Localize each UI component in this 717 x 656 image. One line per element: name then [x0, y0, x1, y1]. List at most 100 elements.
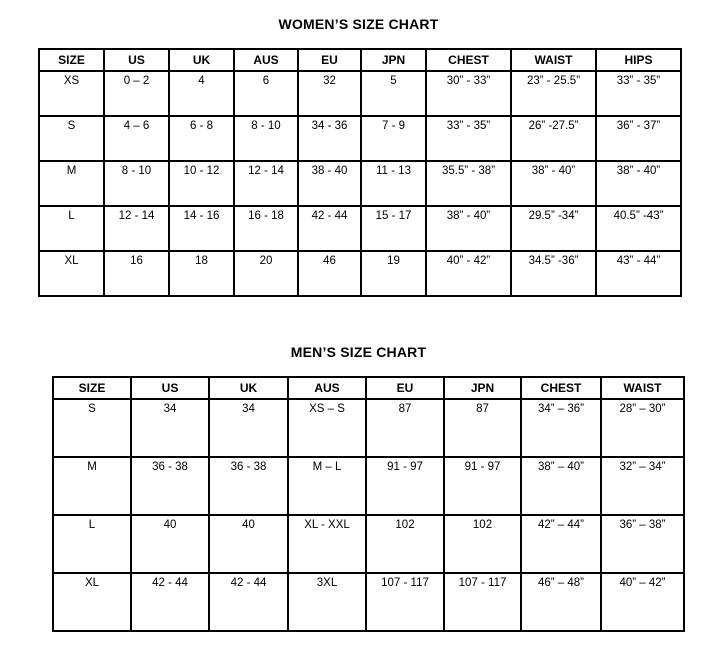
table-row: XL 16 18 20 46 19 40” - 42” 34.5” -36” 43” - 44”	[38, 250, 682, 297]
column-header: CHEST	[425, 48, 512, 72]
table-cell: 12 - 14	[103, 205, 170, 252]
table-cell: 16 - 18	[233, 205, 299, 252]
size-label-cell: M	[38, 160, 105, 207]
table-cell: XL - XXL	[287, 514, 367, 574]
size-label-cell: L	[52, 514, 132, 574]
table-cell: 32	[297, 70, 362, 117]
table-cell: 36 - 38	[130, 456, 210, 516]
column-header: SIZE	[52, 376, 132, 400]
column-header: HIPS	[595, 48, 682, 72]
table-cell: 33” - 35”	[595, 70, 682, 117]
table-cell: 26” -27.5”	[510, 115, 597, 162]
table-cell: 15 - 17	[360, 205, 427, 252]
table-cell: 34.5” -36”	[510, 250, 597, 297]
table-cell: 5	[360, 70, 427, 117]
table-cell: 16	[103, 250, 170, 297]
table-row: XS 0 – 2 4 6 32 5 30” - 33” 23” - 25.5” 33” - 35…	[38, 70, 682, 117]
table-cell: 8 - 10	[103, 160, 170, 207]
table-cell: 38” - 40”	[425, 205, 512, 252]
table-cell: 28” – 30”	[600, 398, 685, 458]
column-header: WAIST	[600, 376, 685, 400]
table-cell: 42 - 44	[208, 572, 289, 632]
table-cell: 40” – 42”	[600, 572, 685, 632]
mens-chart-title: MEN’S SIZE CHART	[290, 344, 427, 360]
table-cell: 3XL	[287, 572, 367, 632]
table-cell: 35.5” - 38”	[425, 160, 512, 207]
table-cell: 12 - 14	[233, 160, 299, 207]
table-cell: 87	[443, 398, 522, 458]
column-header: US	[130, 376, 210, 400]
table-cell: 8 - 10	[233, 115, 299, 162]
table-cell: 19	[360, 250, 427, 297]
table-row: XL 42 - 44 42 - 44 3XL 107 - 117 107 - 117 46”…	[52, 572, 685, 632]
table-cell: 34	[130, 398, 210, 458]
table-cell: 34	[208, 398, 289, 458]
table-cell: 40.5” -43”	[595, 205, 682, 252]
table-cell: 4 – 6	[103, 115, 170, 162]
table-cell: 29.5” -34”	[510, 205, 597, 252]
table-cell: 91 - 97	[443, 456, 522, 516]
table-cell: 38” – 40”	[520, 456, 602, 516]
header-row: SIZE US UK AUS EU JPN CHEST WAIST	[52, 376, 685, 400]
table-cell: 87	[365, 398, 445, 458]
column-header: JPN	[360, 48, 427, 72]
table-cell: 30” - 33”	[425, 70, 512, 117]
table-cell: 38” - 40”	[510, 160, 597, 207]
table-cell: 36 - 38	[208, 456, 289, 516]
table-cell: 0 – 2	[103, 70, 170, 117]
table-cell: 38 - 40	[297, 160, 362, 207]
table-cell: 40	[208, 514, 289, 574]
column-header: UK	[208, 376, 289, 400]
table-cell: 34” – 36”	[520, 398, 602, 458]
table-cell: 46	[297, 250, 362, 297]
table-cell: 6	[233, 70, 299, 117]
column-header: US	[103, 48, 170, 72]
table-cell: 42” – 44”	[520, 514, 602, 574]
table-cell: 33” - 35”	[425, 115, 512, 162]
table-cell: 102	[365, 514, 445, 574]
table-cell: 43” - 44”	[595, 250, 682, 297]
size-label-cell: XL	[38, 250, 105, 297]
table-cell: 32” – 34”	[600, 456, 685, 516]
table-cell: 11 - 13	[360, 160, 427, 207]
column-header: CHEST	[520, 376, 602, 400]
mens-size-table: SIZE US UK AUS EU JPN CHEST WAIST S 34 34 XS – S 87 8…	[52, 376, 685, 632]
table-row: L 12 - 14 14 - 16 16 - 18 42 - 44 15 - 17 38” …	[38, 205, 682, 252]
column-header: SIZE	[38, 48, 105, 72]
table-cell: 10 - 12	[168, 160, 235, 207]
table-cell: 91 - 97	[365, 456, 445, 516]
table-cell: 46” – 48”	[520, 572, 602, 632]
column-header: EU	[297, 48, 362, 72]
size-label-cell: M	[52, 456, 132, 516]
size-label-cell: S	[38, 115, 105, 162]
table-cell: 107 - 117	[443, 572, 522, 632]
table-cell: 40	[130, 514, 210, 574]
column-header: WAIST	[510, 48, 597, 72]
size-label-cell: XS	[38, 70, 105, 117]
header-row: SIZE US UK AUS EU JPN CHEST WAIST HIPS	[38, 48, 682, 72]
table-cell: 23” - 25.5”	[510, 70, 597, 117]
table-cell: M – L	[287, 456, 367, 516]
column-header: UK	[168, 48, 235, 72]
table-cell: 42 - 44	[297, 205, 362, 252]
table-cell: 6 - 8	[168, 115, 235, 162]
size-label-cell: L	[38, 205, 105, 252]
table-cell: 18	[168, 250, 235, 297]
table-cell: 36” - 37”	[595, 115, 682, 162]
table-cell: 42 - 44	[130, 572, 210, 632]
column-header: JPN	[443, 376, 522, 400]
column-header: AUS	[233, 48, 299, 72]
womens-chart-title: WOMEN’S SIZE CHART	[278, 16, 439, 32]
column-header: AUS	[287, 376, 367, 400]
table-cell: 20	[233, 250, 299, 297]
column-header: EU	[365, 376, 445, 400]
table-row: M 36 - 38 36 - 38 M – L 91 - 97 91 - 97 38” – …	[52, 456, 685, 516]
table-cell: XS – S	[287, 398, 367, 458]
table-cell: 7 - 9	[360, 115, 427, 162]
table-row: S 34 34 XS – S 87 87 34” – 36” 28” – 30”	[52, 398, 685, 458]
table-cell: 4	[168, 70, 235, 117]
